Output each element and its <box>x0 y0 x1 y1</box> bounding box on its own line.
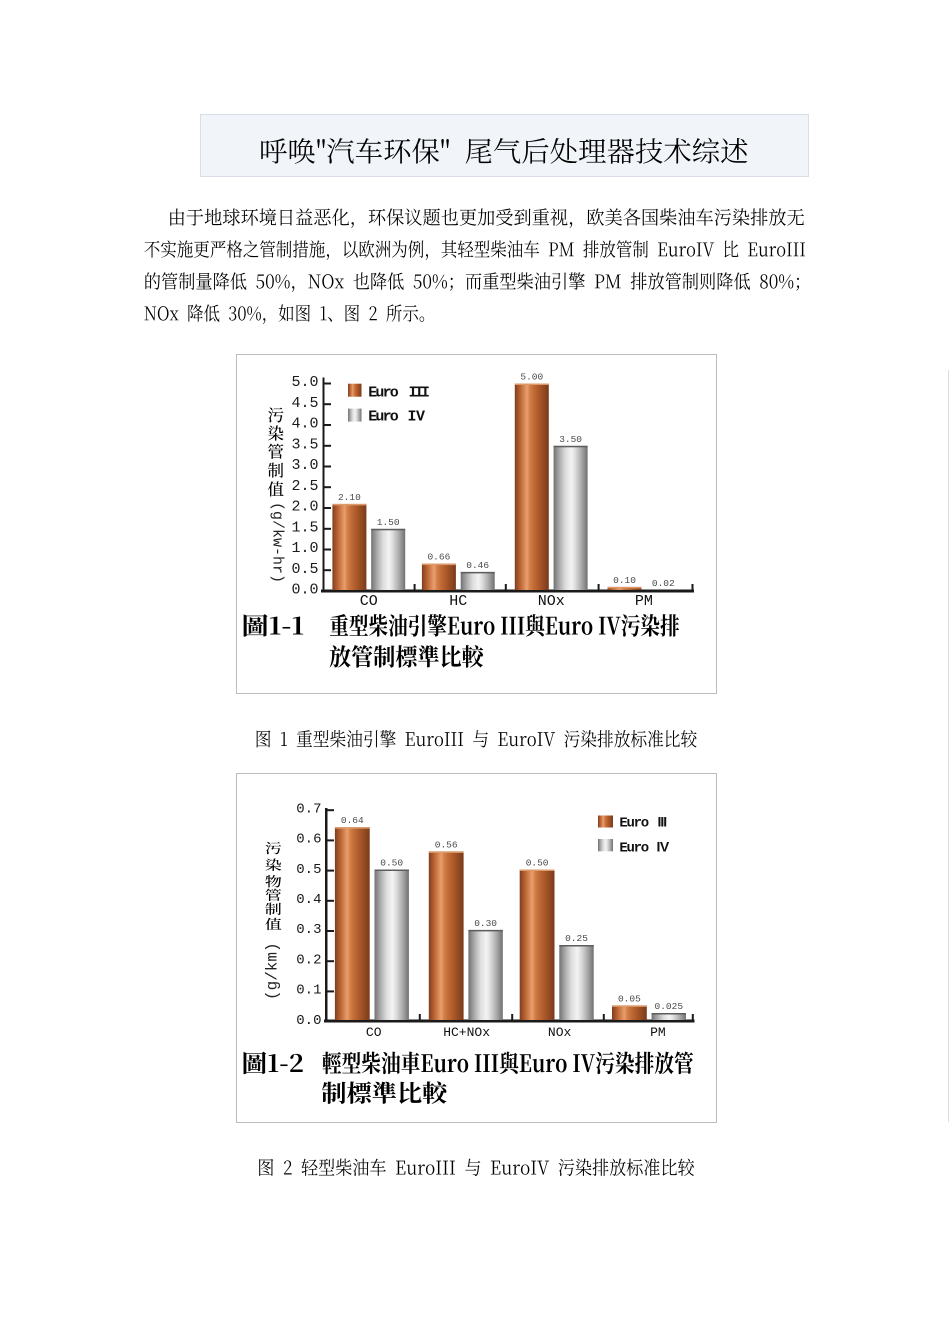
svg-text:CO: CO <box>360 593 378 610</box>
svg-text:5.0: 5.0 <box>291 374 318 391</box>
svg-text:III: III <box>658 814 667 830</box>
svg-text:0.3: 0.3 <box>296 922 321 938</box>
svg-text:0.0: 0.0 <box>291 582 318 599</box>
svg-text:3.50: 3.50 <box>559 434 582 445</box>
svg-text:0.7: 0.7 <box>296 801 321 817</box>
svg-text:PM: PM <box>650 1025 666 1040</box>
svg-text:0.05: 0.05 <box>618 993 641 1004</box>
svg-text:0.5: 0.5 <box>291 561 318 578</box>
svg-text:(g/km): (g/km) <box>264 942 282 1000</box>
svg-text:NOx: NOx <box>538 593 565 610</box>
svg-text:2.0: 2.0 <box>291 499 318 516</box>
svg-text:0.50: 0.50 <box>526 858 549 869</box>
svg-text:1.0: 1.0 <box>291 540 318 557</box>
svg-text:0.46: 0.46 <box>466 560 489 571</box>
svg-text:2.5: 2.5 <box>291 478 318 495</box>
svg-text:IV: IV <box>408 409 426 426</box>
svg-text:0.0: 0.0 <box>296 1013 321 1029</box>
svg-text:Euro: Euro <box>619 816 648 832</box>
svg-text:Euro: Euro <box>368 409 399 426</box>
svg-text:1.50: 1.50 <box>377 517 400 528</box>
svg-text:0.5: 0.5 <box>296 862 321 878</box>
svg-text:(g/kw-hr): (g/kw-hr) <box>269 502 286 583</box>
svg-text:HC+NOx: HC+NOx <box>443 1025 490 1040</box>
svg-text:NOx: NOx <box>548 1025 572 1040</box>
svg-text:HC: HC <box>449 593 467 610</box>
svg-text:PM: PM <box>635 593 653 610</box>
svg-text:4.0: 4.0 <box>291 416 318 433</box>
svg-text:3.0: 3.0 <box>291 457 318 474</box>
svg-text:0.1: 0.1 <box>296 983 321 999</box>
svg-text:0.4: 0.4 <box>296 892 321 908</box>
svg-text:1.5: 1.5 <box>291 519 318 536</box>
svg-text:5.00: 5.00 <box>520 372 543 383</box>
svg-text:0.56: 0.56 <box>435 839 458 850</box>
svg-text:0.6: 0.6 <box>296 832 321 848</box>
svg-text:3.5: 3.5 <box>291 436 318 453</box>
svg-text:CO: CO <box>366 1025 382 1040</box>
svg-text:4.5: 4.5 <box>291 395 318 412</box>
svg-text:0.64: 0.64 <box>341 815 364 826</box>
svg-text:0.2: 0.2 <box>296 952 321 968</box>
svg-text:Euro: Euro <box>619 840 648 856</box>
svg-text:0.66: 0.66 <box>427 552 450 563</box>
svg-text:0.10: 0.10 <box>613 575 636 586</box>
svg-text:III: III <box>409 385 429 402</box>
svg-text:IV: IV <box>657 838 670 854</box>
svg-text:0.025: 0.025 <box>655 1001 684 1012</box>
svg-text:Euro: Euro <box>368 385 399 402</box>
svg-text:0.25: 0.25 <box>565 933 588 944</box>
svg-text:2.10: 2.10 <box>338 492 361 503</box>
svg-text:0.50: 0.50 <box>380 858 403 869</box>
svg-text:0.02: 0.02 <box>652 578 675 589</box>
svg-text:0.30: 0.30 <box>474 918 497 929</box>
